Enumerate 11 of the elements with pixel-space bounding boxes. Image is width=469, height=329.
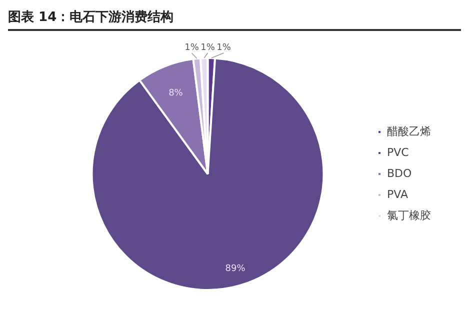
legend-label: PVC — [387, 146, 410, 159]
data-label: 1% — [200, 42, 216, 53]
data-label: 8% — [168, 88, 184, 98]
legend-label: 醋酸乙烯 — [387, 124, 431, 138]
data-label: 89% — [225, 264, 246, 274]
legend-label: BDO — [387, 166, 412, 180]
data-label: 1% — [184, 42, 200, 53]
legend-label: 氯丁橡胶 — [387, 208, 431, 222]
chart-title: 图表 14：电石下游消费结构 — [8, 8, 461, 31]
data-label: 1% — [216, 42, 232, 53]
legend-label: PVA — [387, 188, 408, 201]
